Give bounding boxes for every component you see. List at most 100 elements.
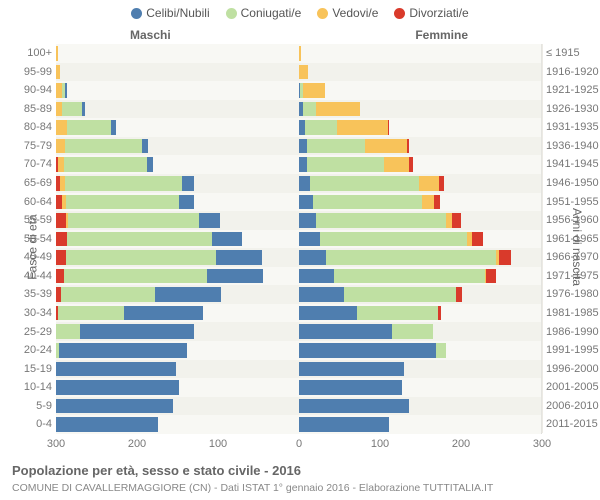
female-bar [299,399,542,414]
bar-segment [439,176,445,191]
male-bar [56,324,299,339]
bar-segment [66,195,179,210]
bar-segment [409,157,412,172]
age-row [56,155,541,174]
male-bar [56,417,299,432]
male-bar [56,269,299,284]
bar-segment [334,269,485,284]
bar-segment [344,287,456,302]
male-bar [56,195,299,210]
birth-year-label: 1921-1925 [546,81,600,100]
chart-source: COMUNE DI CAVALLERMAGGIORE (CN) - Dati I… [12,482,588,494]
bar-segment [212,232,243,247]
male-bar [56,362,299,377]
birth-year-label: 1986-1990 [546,323,600,342]
male-bar [56,213,299,228]
birth-year-label: 1996-2000 [546,360,600,379]
female-bar [299,306,542,321]
legend-item: Divorziati/e [394,6,468,20]
age-row [56,63,541,82]
bar-segment [67,232,211,247]
female-bar [299,362,542,377]
legend-dot-icon [226,8,237,19]
bar-segment [299,380,403,395]
male-bar [56,306,299,321]
bar-segment [56,46,58,61]
male-bar [56,83,299,98]
bar-segment [65,139,142,154]
female-bar [299,139,542,154]
bar-segment [56,380,179,395]
bar-segment [299,176,310,191]
legend-item: Coniugati/e [226,6,302,20]
age-label: 0-4 [2,415,52,434]
birth-year-label: 1976-1980 [546,285,600,304]
bar-segment [299,65,309,80]
bar-segment [452,213,461,228]
age-row [56,360,541,379]
plot-area [56,44,542,434]
female-bar [299,250,542,265]
age-label: 40-44 [2,267,52,286]
male-bar [56,46,299,61]
legend-dot-icon [317,8,328,19]
bar-segment [316,102,361,117]
bar-segment [436,343,446,358]
age-row [56,322,541,341]
bar-segment [456,287,462,302]
birth-year-label: 1926-1930 [546,100,600,119]
bar-segment [299,362,404,377]
legend-item: Vedovi/e [317,6,378,20]
female-bar [299,176,542,191]
male-bar [56,65,299,80]
bar-segment [82,102,85,117]
bar-segment [316,213,446,228]
bar-segment [422,195,433,210]
grid-line [542,44,543,433]
male-bar [56,120,299,135]
bar-segment [147,157,153,172]
bar-segment [384,157,410,172]
age-label: 20-24 [2,341,52,360]
birth-year-label: 1931-1935 [546,118,600,137]
chart-title: Popolazione per età, sesso e stato civil… [12,463,588,478]
female-bar [299,102,542,117]
bar-segment [299,287,344,302]
birth-year-label: 1966-1970 [546,248,600,267]
bar-segment [392,324,433,339]
female-bar [299,157,542,172]
bar-segment [434,195,440,210]
age-row [56,193,541,212]
bar-segment [299,139,307,154]
age-label: 5-9 [2,397,52,416]
age-label: 100+ [2,44,52,63]
bar-segment [124,306,203,321]
age-label: 75-79 [2,137,52,156]
age-row [56,174,541,193]
female-bar [299,65,542,80]
male-bar [56,176,299,191]
female-bar [299,232,542,247]
legend-label: Celibi/Nubili [146,6,209,20]
age-label: 60-64 [2,193,52,212]
age-row [56,304,541,323]
female-bar [299,83,542,98]
age-label: 95-99 [2,63,52,82]
bar-segment [56,139,65,154]
bar-segment [68,213,199,228]
x-tick-label: 200 [452,438,470,450]
x-tick-label: 300 [533,438,551,450]
female-bar [299,324,542,339]
col-head-male: Maschi [130,28,171,42]
legend-item: Celibi/Nubili [131,6,209,20]
age-label: 80-84 [2,118,52,137]
birth-year-label: 2011-2015 [546,415,600,434]
x-tick-label: 300 [47,438,65,450]
legend-dot-icon [131,8,142,19]
age-label: 45-49 [2,248,52,267]
bar-segment [64,269,207,284]
male-bar [56,287,299,302]
bar-segment [59,343,187,358]
bar-segment [111,120,116,135]
birth-year-label: ≤ 1915 [546,44,600,63]
